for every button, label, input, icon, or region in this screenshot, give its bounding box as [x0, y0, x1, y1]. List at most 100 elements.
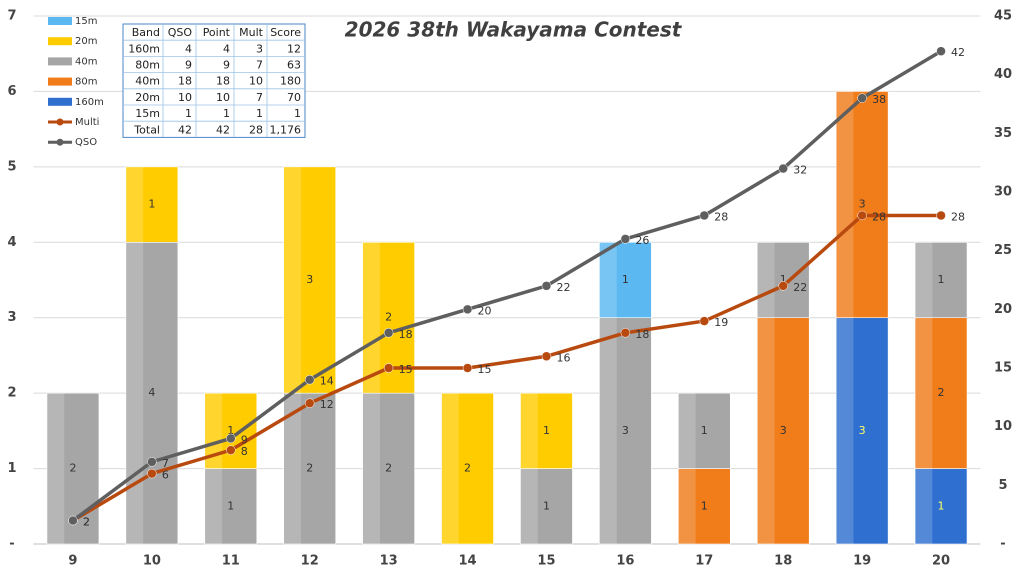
legend-label: 15m	[75, 16, 97, 27]
x-tick-label: 14	[458, 554, 476, 569]
line-marker	[226, 433, 236, 444]
legend-swatch	[48, 37, 72, 46]
x-tick-label: 19	[853, 554, 871, 569]
table-cell: 10	[178, 91, 192, 104]
bar-shade	[362, 242, 380, 394]
point-label: 20	[478, 304, 492, 317]
point-label: 18	[399, 328, 413, 341]
legend-label: Multi	[75, 117, 99, 128]
table-cell: 42	[216, 123, 230, 136]
segment-label: 3	[859, 424, 866, 437]
bar-shade	[283, 393, 302, 544]
line-marker	[383, 328, 394, 338]
x-tick-label: 12	[301, 554, 319, 569]
legend-label: 20m	[75, 36, 97, 47]
table-header: QSO	[168, 26, 193, 39]
segment-label: 3	[306, 273, 313, 286]
segment-label: 2	[306, 462, 313, 475]
point-label: 42	[951, 46, 965, 59]
point-label: 32	[793, 164, 807, 177]
bar-shade	[915, 468, 933, 544]
legend-marker	[56, 118, 64, 126]
table-cell: 20m	[135, 91, 160, 104]
segment-label: 1	[148, 198, 155, 211]
line-marker	[541, 281, 552, 291]
legend-swatch	[48, 77, 72, 86]
segment-label: 1	[780, 273, 787, 286]
x-tick-label: 18	[774, 554, 792, 569]
table-cell: 180	[280, 75, 301, 88]
line-marker	[304, 374, 315, 385]
point-label: 22	[556, 281, 570, 294]
point-label: 9	[241, 433, 248, 446]
table-cell: 1,176	[270, 123, 302, 136]
x-tick-label: 11	[222, 554, 240, 569]
y-tick-label: 6	[7, 84, 16, 99]
table-cell: 63	[287, 59, 301, 72]
point-label: 26	[635, 234, 649, 247]
table-cell: 12	[287, 42, 301, 55]
point-label: 28	[951, 210, 965, 223]
table-cell: 10	[249, 75, 263, 88]
point-label: 7	[162, 457, 169, 470]
line-marker	[304, 398, 315, 408]
table-frame	[122, 23, 306, 138]
bar-shade	[362, 393, 380, 544]
point-label: 8	[241, 445, 248, 458]
x-tick-label: 9	[68, 554, 77, 569]
point-label: 19	[714, 316, 728, 329]
bar-segment	[283, 166, 337, 394]
legend-label: 160m	[75, 97, 104, 108]
line-marker	[147, 468, 157, 479]
legend-label: 80m	[75, 77, 97, 88]
segment-label: 2	[385, 462, 392, 475]
legend-marker	[56, 138, 64, 146]
line-marker	[936, 210, 946, 221]
bar-shade	[915, 317, 933, 469]
line-marker	[857, 210, 867, 221]
bar-segment	[914, 317, 968, 469]
bar-shade	[836, 317, 854, 544]
table-cell: 3	[256, 42, 263, 55]
x-tick-label: 16	[616, 554, 634, 569]
segment-label: 1	[938, 499, 945, 512]
point-label: 18	[635, 328, 649, 341]
segment-label: 4	[148, 386, 155, 399]
table-header: Score	[270, 26, 301, 39]
segment-label: 1	[938, 273, 945, 286]
point-label: 6	[162, 469, 169, 482]
table-cell: 80m	[135, 59, 160, 72]
table-cell: 18	[178, 75, 192, 88]
x-tick-label: 20	[932, 554, 950, 569]
y-tick-label: 4	[7, 235, 16, 250]
point-label: 38	[872, 93, 886, 106]
bar-segment	[362, 392, 415, 545]
y-tick-label: 5	[7, 159, 16, 174]
bar-shade	[204, 393, 223, 469]
y-tick-label: 1	[7, 461, 16, 476]
bar-shade	[599, 317, 617, 544]
line-marker	[541, 351, 552, 362]
legend-label: QSO	[75, 137, 97, 148]
table-cell: 18	[216, 75, 230, 88]
bar-segment	[756, 241, 810, 319]
segment-label: 1	[227, 499, 234, 512]
bar-segment	[835, 91, 889, 319]
line-marker	[383, 363, 394, 373]
table-cell: 15m	[135, 107, 160, 120]
point-label: 15	[399, 363, 413, 376]
segment-label: 3	[780, 424, 787, 437]
y2-tick-label: 40	[994, 67, 1012, 82]
bar-shade	[520, 468, 538, 544]
table-cell: 4	[223, 42, 230, 55]
point-label: 22	[793, 281, 807, 294]
bar-shade	[283, 166, 302, 394]
point-label: 2	[83, 516, 90, 529]
line-marker	[936, 46, 946, 56]
point-label: 12	[320, 398, 334, 411]
line-marker	[620, 234, 631, 244]
y2-tick-label: 30	[994, 185, 1012, 200]
bar-shade	[599, 242, 617, 318]
bar-segment	[599, 317, 652, 545]
bar-shade	[46, 393, 65, 544]
